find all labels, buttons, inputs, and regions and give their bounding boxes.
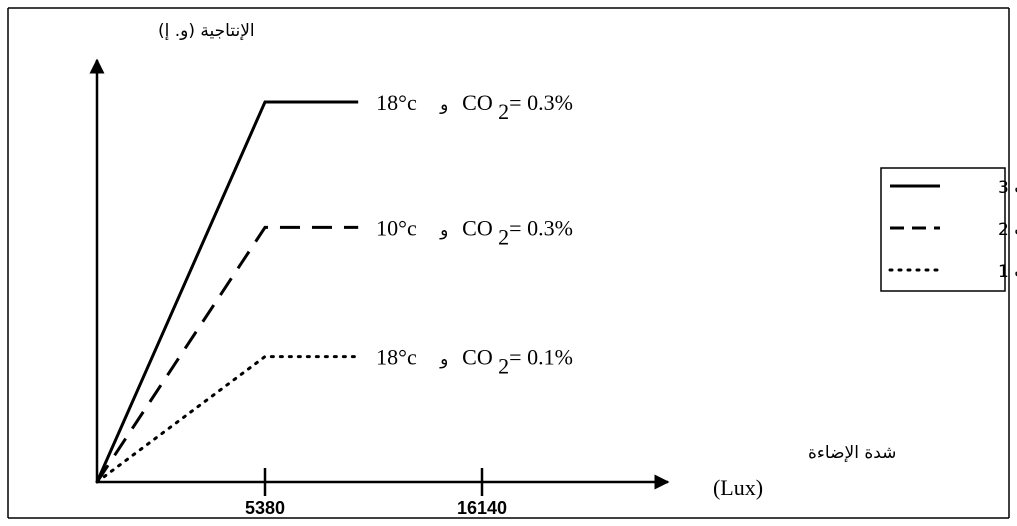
annotation-co2: CO <box>462 345 493 370</box>
legend-entry-3: ت 1 <box>888 262 1017 282</box>
x-axis-unit: (Lux) <box>713 475 763 500</box>
annotation-co2-subscript: 2 <box>498 224 509 249</box>
series-lines <box>95 100 360 484</box>
annotation-temp: 10°c <box>376 215 417 240</box>
annotation-value: = 0.1% <box>509 345 573 370</box>
series-annotation-3: 18°c و CO 2 = 0.1% <box>376 345 573 379</box>
y-axis-label: الإنتاجية (و. إ) <box>158 21 255 41</box>
legend-entry-1: ت 3 <box>890 178 1017 198</box>
x-ticks: 5380 16140 <box>245 468 507 518</box>
x-tick-label-1: 5380 <box>245 498 285 518</box>
legend-label: ت 1 <box>998 262 1017 282</box>
annotation-temp: 18°c <box>376 345 417 370</box>
x-tick-label-2: 16140 <box>457 498 507 518</box>
series-annotations: 18°c و CO 2 = 0.3%10°c و CO 2 = 0.3%18°c و CO 2 = 0.… <box>376 90 573 379</box>
series-line-1 <box>95 100 359 483</box>
legend: ت 3 ت 2 ت 1 <box>888 178 1017 282</box>
x-axis-label: شدة الإضاءة <box>808 443 896 463</box>
series-annotation-1: 18°c و CO 2 = 0.3% <box>376 90 573 124</box>
annotation-conjunction: و <box>439 95 448 115</box>
annotation-temp: 18°c <box>376 90 417 115</box>
legend-entry-2: ت 2 <box>890 220 1017 240</box>
legend-label: ت 2 <box>998 220 1017 240</box>
series-line-2 <box>95 225 359 483</box>
legend-label: ت 3 <box>998 178 1017 198</box>
annotation-conjunction: و <box>439 220 448 240</box>
annotation-conjunction: و <box>439 350 448 370</box>
annotation-value: = 0.3% <box>509 215 573 240</box>
annotation-co2-subscript: 2 <box>498 99 509 124</box>
series-line-3 <box>95 355 360 484</box>
annotation-co2: CO <box>462 215 493 240</box>
annotation-co2-subscript: 2 <box>498 354 509 379</box>
annotation-value: = 0.3% <box>509 90 573 115</box>
annotation-co2: CO <box>462 90 493 115</box>
series-annotation-2: 10°c و CO 2 = 0.3% <box>376 215 573 249</box>
